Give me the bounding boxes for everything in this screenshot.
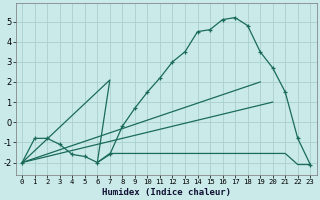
X-axis label: Humidex (Indice chaleur): Humidex (Indice chaleur) [102,188,231,197]
